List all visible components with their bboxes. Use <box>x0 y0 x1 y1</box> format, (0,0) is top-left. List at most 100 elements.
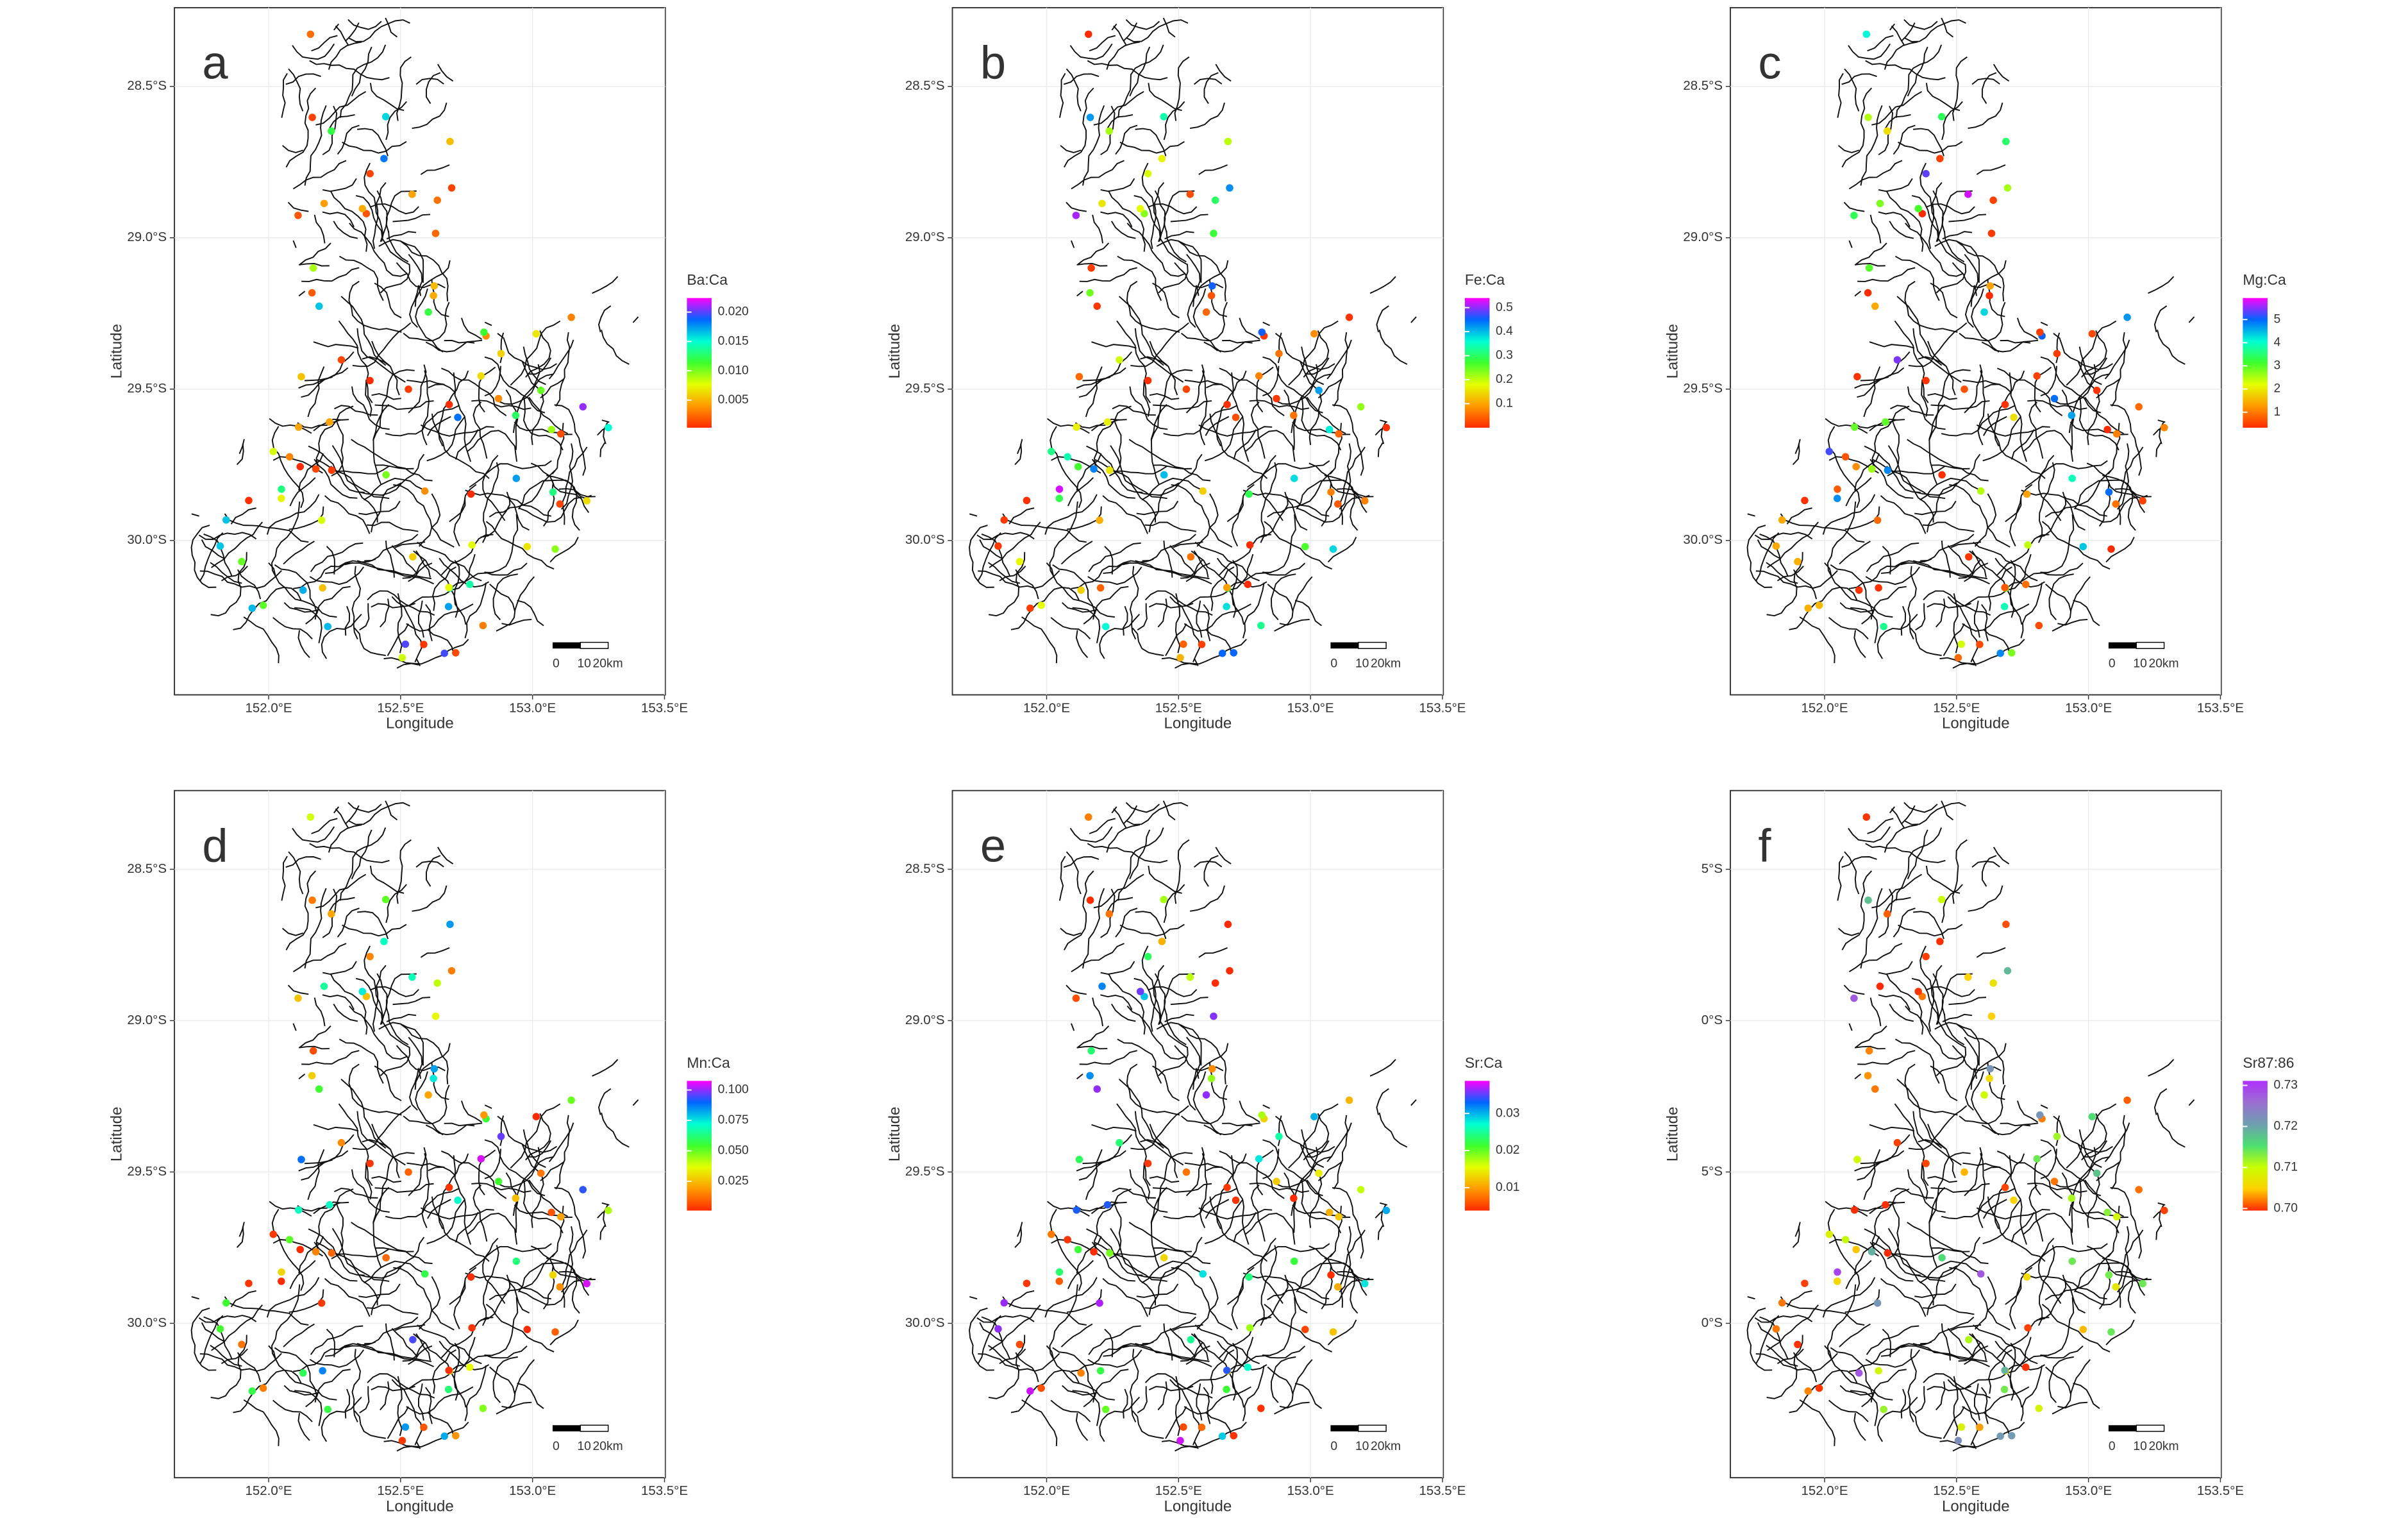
river <box>1867 818 1894 834</box>
y-tick-label: 29.0°S <box>127 230 167 244</box>
sample-site <box>297 1156 305 1163</box>
river <box>369 203 419 215</box>
river <box>554 1187 586 1259</box>
river <box>315 90 367 126</box>
river <box>1922 521 1975 532</box>
sample-site <box>248 604 256 612</box>
sample-site <box>2107 545 2115 553</box>
river <box>562 1229 588 1308</box>
river <box>1305 1140 1330 1158</box>
sample-site <box>2050 394 2059 403</box>
river <box>1106 41 1141 70</box>
sample-site <box>1106 1249 1114 1257</box>
legend-tick-label: 3 <box>2274 359 2281 373</box>
river <box>351 829 372 880</box>
river <box>1900 805 1916 825</box>
river <box>1907 1222 1989 1265</box>
river <box>313 341 359 349</box>
river <box>2107 479 2146 513</box>
river <box>1907 829 1928 880</box>
river <box>1277 332 1282 364</box>
river <box>1907 386 1946 430</box>
river <box>1976 1207 2050 1220</box>
y-axis-title: Latitude <box>108 324 125 379</box>
river <box>1066 984 1087 995</box>
river <box>1925 203 1975 215</box>
river <box>1169 596 1201 662</box>
river <box>599 442 606 457</box>
river <box>1178 240 1227 302</box>
sample-site <box>1075 1156 1083 1163</box>
sample-site <box>605 423 612 432</box>
river <box>1294 600 1323 627</box>
river <box>1091 1124 1137 1132</box>
sample-site <box>309 264 317 272</box>
river <box>1196 493 1219 547</box>
sample-site <box>1936 155 1944 163</box>
river <box>1215 847 1232 864</box>
river <box>1204 416 1243 462</box>
sample-site <box>328 910 335 918</box>
river <box>1329 1261 1367 1296</box>
sample-site <box>366 1160 374 1167</box>
sample-site <box>1862 30 1871 38</box>
river <box>1205 628 1233 655</box>
river <box>2102 475 2136 531</box>
river <box>1925 986 1975 997</box>
river <box>1306 396 1346 434</box>
river <box>210 1335 247 1399</box>
river <box>1889 23 1895 31</box>
river <box>1137 1236 1203 1279</box>
scale-bar-label: 20km <box>1371 1440 1401 1453</box>
river <box>1918 1139 1956 1179</box>
river <box>1747 513 1755 517</box>
sample-site <box>296 462 305 471</box>
river <box>1132 627 1164 657</box>
river <box>1063 856 1099 868</box>
river <box>288 1289 324 1313</box>
river <box>408 364 427 414</box>
river <box>396 662 419 669</box>
river <box>1950 1324 1982 1331</box>
river <box>1118 296 1164 366</box>
river <box>1962 603 2030 632</box>
river <box>1326 339 1352 380</box>
river <box>2188 1099 2195 1106</box>
x-tick-label: 152.5°E <box>1155 1483 1202 1498</box>
river <box>1153 464 1192 469</box>
river <box>1087 566 1142 586</box>
river <box>1943 623 1965 657</box>
river <box>1305 357 1330 375</box>
river <box>1091 341 1137 349</box>
y-axis-title: Latitude <box>886 324 903 379</box>
sample-site <box>2079 543 2087 551</box>
river <box>1900 1345 1990 1367</box>
river <box>1260 455 1283 521</box>
river <box>1939 639 2025 665</box>
river <box>1047 417 1090 434</box>
scale-bar-black <box>1330 642 1359 649</box>
sample-site <box>1055 485 1064 493</box>
sample-site <box>1275 350 1283 358</box>
sample-site <box>1180 640 1187 648</box>
river <box>1104 546 1114 575</box>
river <box>1014 443 1023 466</box>
river <box>1128 1222 1211 1265</box>
river <box>1854 291 1862 297</box>
river <box>224 1296 309 1326</box>
river <box>1153 1247 1192 1252</box>
river <box>1971 1071 2000 1136</box>
river <box>1267 584 1294 612</box>
river <box>1169 1379 1201 1446</box>
sample-site <box>1862 813 1871 821</box>
colorbar <box>2243 1081 2268 1211</box>
sample-site <box>1382 1206 1391 1215</box>
sample-site <box>444 1385 453 1394</box>
river <box>268 562 337 618</box>
river <box>1058 72 1066 118</box>
river <box>437 847 454 864</box>
river <box>1896 296 1943 366</box>
river <box>1219 534 1272 576</box>
sample-site <box>1815 1384 1823 1392</box>
river <box>1219 1317 1272 1358</box>
